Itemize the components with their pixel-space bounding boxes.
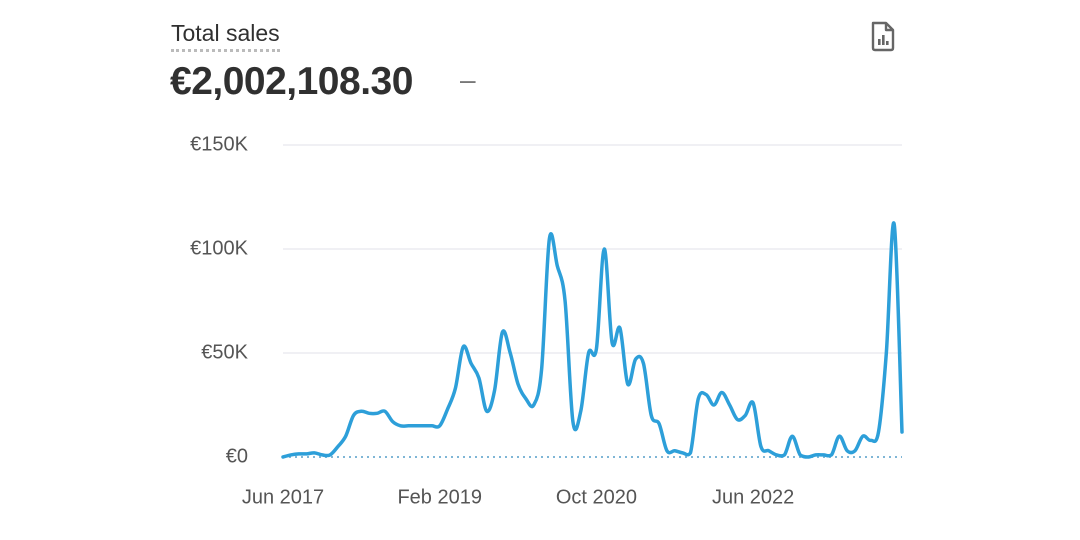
- x-tick-label: Oct 2020: [556, 486, 637, 508]
- comparison: –: [460, 64, 476, 95]
- sales-line: [281, 221, 904, 459]
- x-tick-label: Feb 2019: [397, 486, 482, 508]
- x-tick-label: Jun 2022: [712, 486, 794, 508]
- total-value: €2,002,108.30: [170, 60, 413, 103]
- export-icon[interactable]: [868, 20, 898, 52]
- y-tick-label: €150K: [190, 133, 248, 155]
- x-tick-label: Jun 2017: [242, 486, 324, 508]
- y-tick-label: €50K: [201, 341, 248, 363]
- y-tick-label: €0: [226, 445, 248, 467]
- y-tick-label: €100K: [190, 237, 248, 259]
- card-title[interactable]: Total sales: [171, 20, 280, 52]
